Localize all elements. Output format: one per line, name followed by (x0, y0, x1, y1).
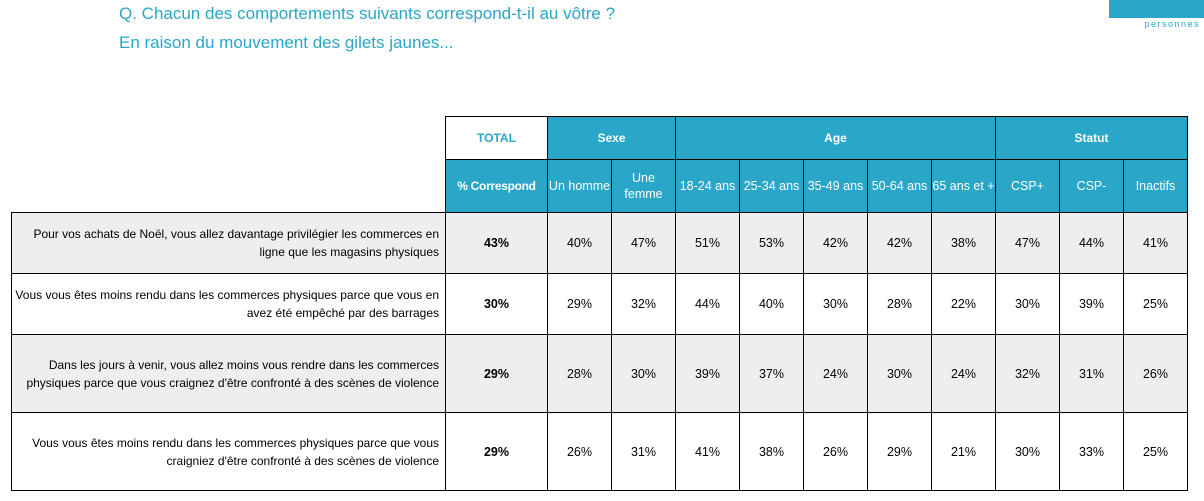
subheader-correspond: % Correspond (445, 159, 548, 213)
table-cell: 42% (803, 212, 868, 274)
table-cell: 30% (803, 273, 868, 335)
subheader-50-64: 50-64 ans (867, 159, 932, 213)
total-value: 30% (445, 273, 548, 335)
table-cell: 22% (931, 273, 996, 335)
subheader-csp-plus: CSP+ (995, 159, 1060, 213)
table-cell: 47% (995, 212, 1060, 274)
table-cell: 32% (995, 334, 1060, 413)
row-label: Vous vous êtes moins rendu dans les comm… (11, 412, 446, 491)
row-label: Vous vous êtes moins rendu dans les comm… (11, 273, 446, 335)
table-row: Vous vous êtes moins rendu dans les comm… (11, 273, 1188, 335)
corner-cell (11, 116, 446, 160)
subheader-femme: Une femme (611, 159, 676, 213)
table-cell: 28% (867, 273, 932, 335)
table-row: Pour vos achats de Noël, vous allez dava… (11, 212, 1188, 274)
table-cell: 29% (867, 412, 932, 491)
question-subtitle: En raison du mouvement des gilets jaunes… (119, 33, 454, 52)
table-cell: 32% (611, 273, 676, 335)
subheader-35-49: 35-49 ans (803, 159, 868, 213)
table-cell: 47% (611, 212, 676, 274)
group-header-row: TOTAL Sexe Age Statut (11, 116, 1188, 160)
table-cell: 33% (1059, 412, 1124, 491)
table-cell: 30% (867, 334, 932, 413)
table-cell: 31% (611, 412, 676, 491)
subheader-65-plus: 65 ans et + (931, 159, 996, 213)
table-cell: 41% (1123, 212, 1188, 274)
table-cell: 25% (1123, 273, 1188, 335)
table-row: Vous vous êtes moins rendu dans les comm… (11, 412, 1188, 491)
table-cell: 31% (1059, 334, 1124, 413)
table-cell: 25% (1123, 412, 1188, 491)
table-cell: 26% (1123, 334, 1188, 413)
total-value: 43% (445, 212, 548, 274)
brand-logo: personnes (1109, 0, 1204, 32)
results-table: TOTAL Sexe Age Statut % Correspond Un ho… (11, 116, 1188, 491)
subheader-25-34: 25-34 ans (739, 159, 804, 213)
table-cell: 26% (547, 412, 612, 491)
age-header: Age (675, 116, 996, 160)
table-cell: 38% (739, 412, 804, 491)
table-cell: 28% (547, 334, 612, 413)
brand-bar (1109, 0, 1204, 18)
corner-cell (11, 159, 446, 213)
table-cell: 30% (995, 273, 1060, 335)
subheader-csp-minus: CSP- (1059, 159, 1124, 213)
subheader-homme: Un homme (547, 159, 612, 213)
question-title: Q. Chacun des comportements suivants cor… (119, 4, 616, 23)
table-cell: 30% (611, 334, 676, 413)
table-cell: 37% (739, 334, 804, 413)
table-cell: 40% (739, 273, 804, 335)
brand-text: personnes (1144, 19, 1200, 29)
subheader-inactifs: Inactifs (1123, 159, 1188, 213)
table-cell: 24% (931, 334, 996, 413)
table-row: Dans les jours à venir, vous allez moins… (11, 334, 1188, 413)
table-cell: 30% (995, 412, 1060, 491)
table-cell: 38% (931, 212, 996, 274)
table-cell: 44% (1059, 212, 1124, 274)
row-label: Dans les jours à venir, vous allez moins… (11, 334, 446, 413)
table-cell: 26% (803, 412, 868, 491)
table-cell: 39% (1059, 273, 1124, 335)
table-cell: 41% (675, 412, 740, 491)
table-cell: 40% (547, 212, 612, 274)
subheader-row: % Correspond Un homme Une femme 18-24 an… (11, 159, 1188, 213)
table-cell: 29% (547, 273, 612, 335)
sexe-header: Sexe (547, 116, 676, 160)
total-value: 29% (445, 412, 548, 491)
statut-header: Statut (995, 116, 1188, 160)
table-cell: 21% (931, 412, 996, 491)
table-cell: 42% (867, 212, 932, 274)
table-cell: 51% (675, 212, 740, 274)
total-header: TOTAL (445, 116, 548, 160)
row-label: Pour vos achats de Noël, vous allez dava… (11, 212, 446, 274)
total-value: 29% (445, 334, 548, 413)
table-cell: 24% (803, 334, 868, 413)
table-cell: 39% (675, 334, 740, 413)
table-cell: 53% (739, 212, 804, 274)
table-cell: 44% (675, 273, 740, 335)
subheader-18-24: 18-24 ans (675, 159, 740, 213)
